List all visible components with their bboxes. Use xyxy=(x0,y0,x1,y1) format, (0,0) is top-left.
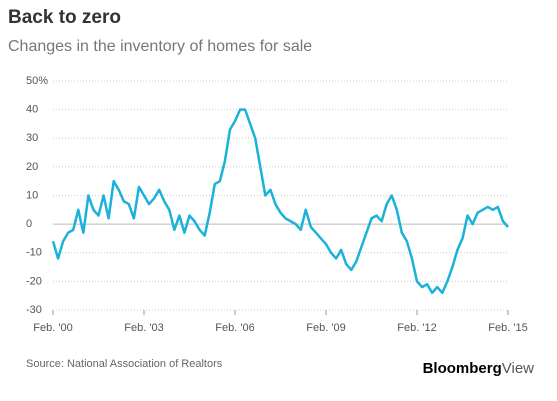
x-tick-label: Feb. '09 xyxy=(306,322,345,334)
data-line xyxy=(51,108,509,295)
x-tick-label: Feb. '00 xyxy=(33,322,72,334)
y-tick-label: 50% xyxy=(26,75,48,87)
y-tick-label: -10 xyxy=(26,247,42,259)
x-tick-label: Feb. '15 xyxy=(488,322,527,334)
y-tick-label: 40 xyxy=(26,104,38,116)
y-tick-label: -30 xyxy=(26,304,42,316)
y-tick-label: 0 xyxy=(26,218,32,230)
logo-suffix: View xyxy=(502,360,534,377)
y-tick-label: -20 xyxy=(26,275,42,287)
logo-brand: Bloomberg xyxy=(423,360,502,377)
chart-subtitle: Changes in the inventory of homes for sa… xyxy=(8,38,312,55)
chart-title: Back to zero xyxy=(8,7,121,28)
y-tick-label: 20 xyxy=(26,161,38,173)
source: Source: National Association of Realtors xyxy=(26,358,223,370)
y-tick-label: 30 xyxy=(26,132,38,144)
x-tick-label: Feb. '12 xyxy=(397,322,436,334)
logo: BloombergView xyxy=(423,360,535,377)
x-tick-label: Feb. '06 xyxy=(215,322,254,334)
y-tick-label: 10 xyxy=(26,189,38,201)
x-tick-label: Feb. '03 xyxy=(124,322,163,334)
